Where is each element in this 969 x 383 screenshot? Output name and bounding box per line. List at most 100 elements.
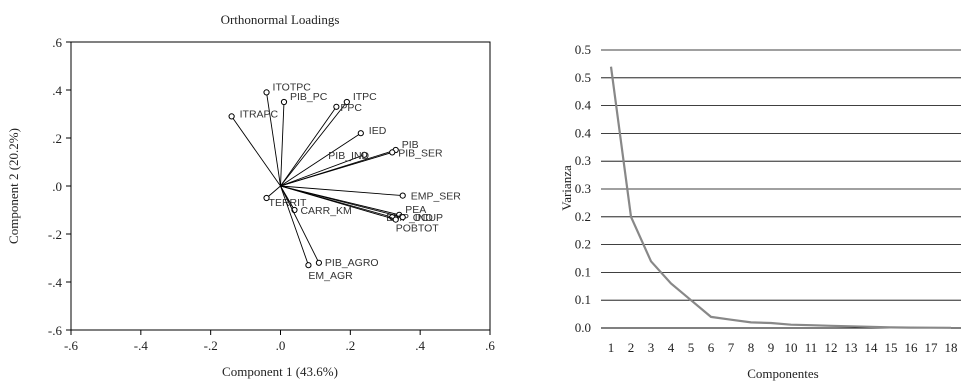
- loading-label-pobtot: POBTOT: [396, 223, 440, 235]
- loading-label-em-agr: EM_AGR: [308, 270, 353, 282]
- loading-vector-itpc: [280, 101, 348, 187]
- loading-point-ppc: [333, 103, 340, 110]
- scree-y-tick-label: 0.2: [575, 237, 591, 252]
- loadings-x-tick-label: -.2: [204, 338, 218, 353]
- loading-label-itpc: ITPC: [353, 91, 377, 103]
- loading-vector-pib-ser: [280, 151, 393, 187]
- loading-vector-ppc: [280, 106, 337, 187]
- scree-x-tick-label: 14: [865, 340, 879, 355]
- loading-point-ocup: [399, 214, 406, 221]
- loadings-y-axis-label: Component 2 (20.2%): [6, 128, 21, 244]
- scree-x-tick-label: 1: [608, 340, 615, 355]
- scree-x-tick-label: 2: [628, 340, 635, 355]
- loading-label-ied: IED: [369, 125, 387, 137]
- loading-label-ppc: PPC: [340, 102, 362, 114]
- scree-x-tick-label: 11: [805, 340, 818, 355]
- scree-x-tick-label: 18: [945, 340, 958, 355]
- scree-x-tick-label: 7: [728, 340, 735, 355]
- loading-point-pib-agro: [315, 259, 323, 266]
- loadings-y-tick-label: .0: [52, 179, 62, 194]
- scree-x-tick-label: 9: [768, 340, 775, 355]
- scree-x-tick-label: 8: [748, 340, 755, 355]
- loadings-y-tick-label: -.6: [48, 323, 63, 338]
- loading-point-itpc: [343, 98, 350, 106]
- loading-label-pea: PEA: [405, 204, 426, 216]
- loading-vector-itrapc: [231, 116, 281, 187]
- loading-point-territ: [263, 194, 270, 202]
- loadings-x-tick-label: .0: [276, 338, 286, 353]
- loading-point-itotpc: [263, 89, 270, 96]
- loadings-x-ticks: -.6 -.4 -.2 .0 .2 .4 .6: [64, 330, 495, 353]
- loading-label-pib-pc: PIB_PC: [290, 91, 328, 103]
- loading-point-emp-ser: [399, 192, 406, 199]
- loading-point-pib-ser: [389, 149, 396, 156]
- scree-variance-line: [609, 66, 952, 329]
- loadings-x-tick-label: .2: [345, 338, 355, 353]
- loading-label-pib-agro: PIB_AGRO: [325, 257, 379, 269]
- loadings-y-tick-label: -.4: [48, 275, 63, 290]
- scree-y-tick-label: 0.1: [575, 292, 591, 307]
- scree-x-tick-label: 10: [785, 340, 798, 355]
- loadings-y-tick-label: .2: [52, 131, 62, 146]
- loading-vector-pib-agro: [280, 185, 320, 264]
- scree-x-tick-label: 15: [885, 340, 898, 355]
- loading-point-em-agr: [305, 262, 312, 269]
- loading-vector-itotpc: [266, 92, 281, 187]
- loading-label-territ: TERRIT: [269, 197, 308, 209]
- loading-vector-pobtot: [280, 185, 396, 221]
- loadings-x-tick-label: -.6: [64, 338, 79, 353]
- scree-y-tick-label: 0.3: [575, 153, 591, 168]
- loading-label-itotpc: ITOTPC: [273, 81, 312, 93]
- scree-y-tick-label: 0.0: [575, 320, 591, 335]
- loading-label-emp-ser: EMP_SER: [411, 191, 462, 203]
- scree-y-tick-label: 0.4: [575, 98, 592, 113]
- loadings-x-tick-label: -.4: [134, 338, 149, 353]
- loadings-x-tick-label: .6: [485, 338, 495, 353]
- loading-vector-pib-ind: [280, 154, 365, 187]
- loading-label-ocup: OCUP: [413, 212, 443, 224]
- scree-x-tick-label: 12: [825, 340, 838, 355]
- loadings-y-tick-label: .4: [52, 83, 62, 98]
- scree-y-tick-label: 0.1: [575, 264, 591, 279]
- loadings-y-ticks: .6 .4 .2 .0 -.2 -.4 -.6: [48, 35, 71, 338]
- loading-vector-emp-ser: [280, 185, 403, 197]
- scree-x-tick-label: 6: [708, 340, 715, 355]
- loadings-y-tick-label: -.2: [48, 227, 62, 242]
- scree-y-ticks: 0.5 0.5 0.4 0.4 0.3 0.3 0.2 0.2 0.1 0.1 0.0: [575, 42, 592, 335]
- scree-x-tick-label: 3: [648, 340, 655, 355]
- loading-vector-pib-pc: [280, 101, 285, 187]
- scree-x-tick-label: 17: [925, 340, 939, 355]
- loadings-plot: Orthonormal Loadings .6 .4 .2 .0 -.2 -.4 -.6 -…: [6, 12, 495, 379]
- loading-point-pib-ind: [361, 151, 368, 158]
- loading-label-itrapc: ITRAPC: [240, 108, 279, 120]
- scree-x-tick-label: 5: [688, 340, 695, 355]
- scree-y-axis-label: Varianza: [559, 165, 574, 211]
- loading-vector-em-agr: [280, 185, 309, 266]
- scree-y-tick-label: 0.4: [575, 125, 592, 140]
- loadings-x-tick-label: .4: [415, 338, 425, 353]
- loading-label-pib-ind: PIB_IND: [328, 150, 369, 162]
- loading-point-ied: [357, 130, 364, 137]
- scree-gridlines: [601, 49, 961, 301]
- scree-x-axis-label: Componentes: [747, 366, 819, 381]
- loading-vector-ied: [280, 132, 362, 187]
- scree-x-tick-label: 4: [668, 340, 675, 355]
- scree-x-tick-label: 16: [905, 340, 919, 355]
- scree-y-tick-label: 0.5: [575, 70, 591, 85]
- loading-label-pib: PIB: [402, 139, 419, 151]
- loadings-x-axis-label: Component 1 (43.6%): [222, 364, 338, 379]
- loading-vector-ocup: [280, 185, 403, 218]
- scree-y-tick-label: 0.5: [575, 42, 591, 57]
- loading-label-carr-km: CARR_KM: [300, 205, 351, 217]
- loadings-y-tick-label: .6: [52, 35, 62, 50]
- loadings-title: Orthonormal Loadings: [221, 12, 340, 27]
- loading-point-pobtot: [392, 216, 399, 223]
- scree-y-tick-label: 0.2: [575, 209, 591, 224]
- scree-x-tick-label: 13: [845, 340, 858, 355]
- scree-x-ticks: 1 2 3 4 5 6 7 8 9 10 11 12 13 14 15 16 17 18: [608, 340, 958, 355]
- loading-label-pib-ser: PIB_SER: [398, 147, 443, 159]
- loading-point-itrapc: [228, 113, 235, 120]
